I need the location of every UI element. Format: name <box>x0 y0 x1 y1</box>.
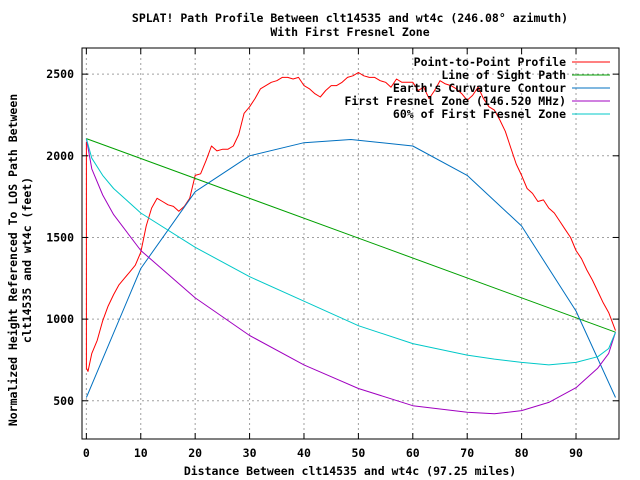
legend-label: 60% of First Fresnel Zone <box>393 107 566 121</box>
series-line <box>86 138 616 333</box>
plot-border <box>81 47 620 440</box>
series-layer <box>85 72 616 415</box>
grid-lines <box>82 48 619 439</box>
chart-subtitle: With First Fresnel Zone <box>270 25 429 39</box>
x-tick-label: 80 <box>515 446 529 460</box>
y-tick-label: 1500 <box>46 230 74 244</box>
y-tick-label: 1000 <box>46 312 74 326</box>
y-tick-label: 2000 <box>46 149 74 163</box>
y-axis-label-line2: clt14535 and wt4c (feet) <box>20 177 34 343</box>
chart-title: SPLAT! Path Profile Between clt14535 and… <box>132 11 568 25</box>
x-axis-label: Distance Between clt14535 and wt4c (97.2… <box>184 464 516 478</box>
x-tick-label: 40 <box>297 446 311 460</box>
x-tick-label: 20 <box>188 446 202 460</box>
x-tick-label: 10 <box>134 446 148 460</box>
series-line <box>85 72 616 372</box>
y-tick-label: 500 <box>53 394 74 408</box>
legend-label: Earth's Curvature Contour <box>393 81 566 95</box>
legend-label: Line of Sight Path <box>441 68 566 82</box>
x-tick-label: 0 <box>83 446 90 460</box>
y-axis-label-line1: Normalized Height Referenced To LOS Path… <box>6 94 20 426</box>
series-line <box>85 138 616 366</box>
y-tick-label: 2500 <box>46 67 74 81</box>
x-tick-label: 50 <box>351 446 365 460</box>
series-line <box>85 138 616 415</box>
x-tick-label: 90 <box>569 446 583 460</box>
x-tick-label: 70 <box>460 446 474 460</box>
x-tick-label: 30 <box>243 446 257 460</box>
series-line <box>85 139 616 398</box>
legend-label: First Fresnel Zone (146.520 MHz) <box>344 94 566 108</box>
legend-label: Point-to-Point Profile <box>414 55 566 69</box>
tick-layer: 0 10 20 30 40 50 60 70 80 90 500 1000 1500 2000 2500 <box>46 48 619 460</box>
x-tick-label: 60 <box>406 446 420 460</box>
